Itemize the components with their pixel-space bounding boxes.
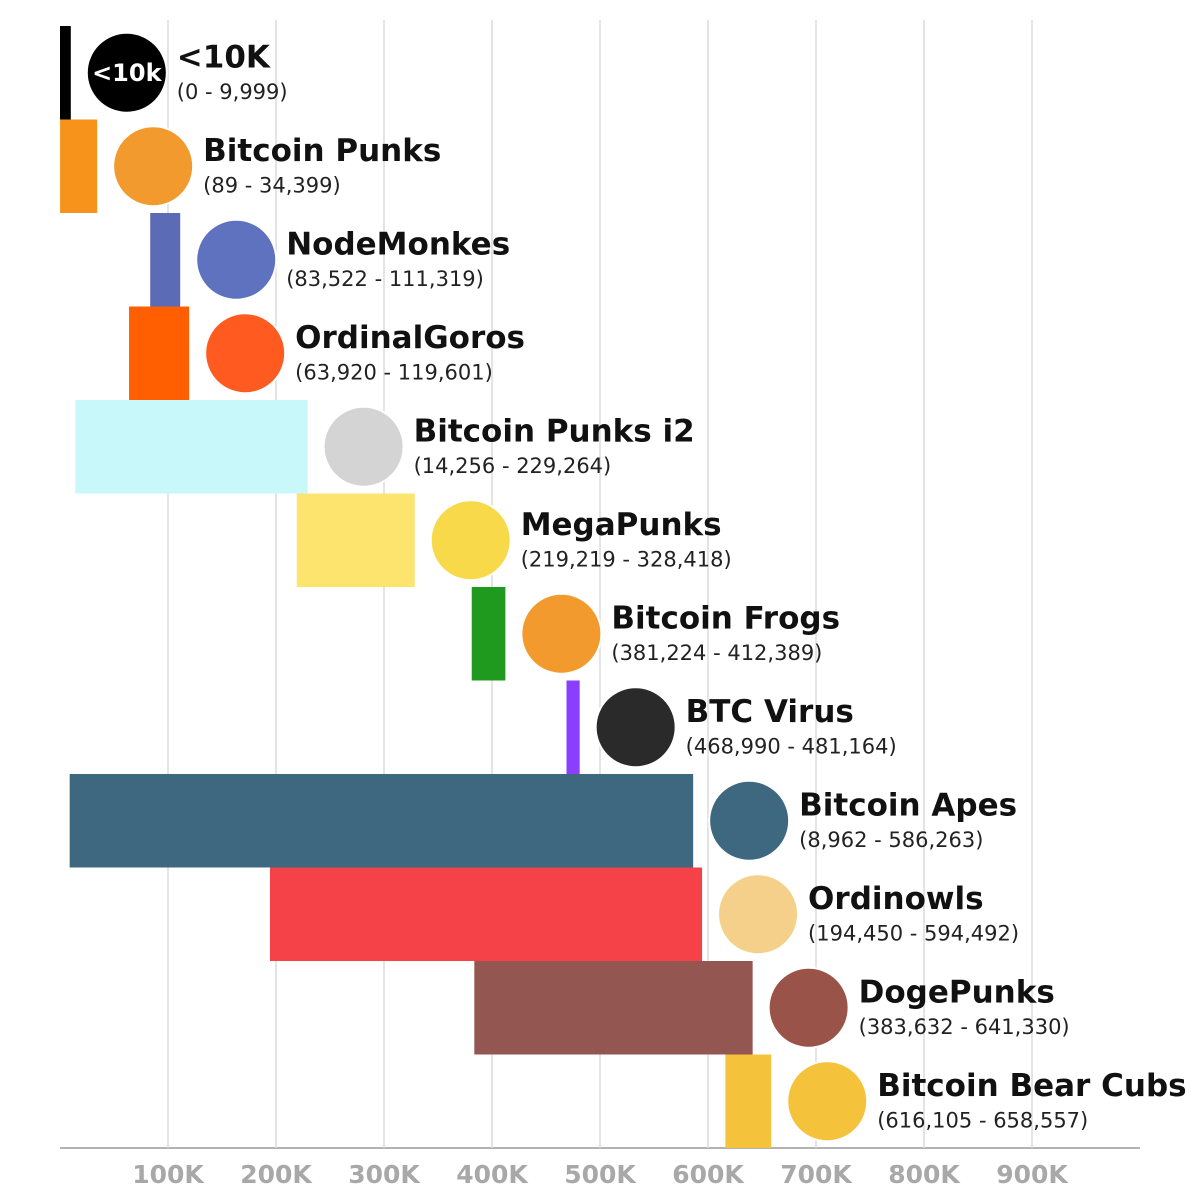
avatar [708, 779, 791, 862]
bar [566, 680, 580, 774]
range-label: (89 - 34,399) [203, 173, 341, 197]
category-label: BTC Virus [686, 694, 854, 730]
category-label: Bitcoin Punks i2 [414, 413, 695, 449]
avatar [594, 686, 677, 769]
avatar [322, 405, 405, 488]
x-tick-label: 500K [564, 1160, 637, 1189]
category-label: NodeMonkes [286, 226, 510, 262]
x-tick-label: 100K [132, 1160, 205, 1189]
avatar [767, 966, 850, 1049]
bar [129, 306, 190, 400]
category-label: OrdinalGoros [295, 320, 525, 356]
category-label: MegaPunks [521, 507, 722, 543]
bar [725, 1054, 772, 1148]
range-label: (63,920 - 119,601) [295, 360, 493, 384]
avatar [195, 218, 278, 301]
x-tick-label: 400K [456, 1160, 529, 1189]
range-label: (616,105 - 658,557) [877, 1108, 1088, 1132]
category-label: Bitcoin Bear Cubs [877, 1068, 1186, 1104]
x-tick-label: 800K [888, 1160, 961, 1189]
bar [296, 493, 415, 587]
avatar-badge: <10k [92, 59, 163, 87]
x-tick-label: 900K [996, 1160, 1069, 1189]
x-tick-label: 200K [240, 1160, 313, 1189]
range-label: (381,224 - 412,389) [611, 641, 822, 665]
avatar [112, 125, 195, 208]
range-label: (8,962 - 586,263) [799, 828, 983, 852]
category-label: Bitcoin Punks [203, 133, 441, 169]
category-label: Bitcoin Apes [799, 787, 1017, 823]
range-label: (219,219 - 328,418) [521, 547, 732, 571]
category-label: Ordinowls [808, 881, 984, 917]
range-label: (14,256 - 229,264) [414, 454, 612, 478]
avatar [85, 31, 168, 114]
bar [270, 867, 703, 961]
range-label: (383,632 - 641,330) [859, 1015, 1070, 1039]
bar [474, 961, 753, 1055]
range-label: (83,522 - 111,319) [286, 267, 484, 291]
bar [60, 119, 98, 213]
bar [471, 587, 506, 681]
bar [60, 26, 71, 120]
range-label: (0 - 9,999) [177, 80, 288, 104]
x-tick-label: 700K [780, 1160, 853, 1189]
category-label: <10K [177, 39, 271, 75]
range-label: (468,990 - 481,164) [686, 734, 897, 758]
range-label: (194,450 - 594,492) [808, 921, 1019, 945]
avatar [429, 499, 512, 582]
grid [167, 20, 1033, 1148]
category-label: Bitcoin Frogs [611, 600, 840, 636]
bar [75, 400, 308, 494]
x-tick-label: 300K [348, 1160, 421, 1189]
bar [150, 213, 181, 307]
category-label: DogePunks [859, 974, 1055, 1010]
x-tick-label: 600K [672, 1160, 745, 1189]
avatar [204, 312, 287, 395]
avatar [717, 873, 800, 956]
avatar [520, 592, 603, 675]
avatar [786, 1060, 869, 1143]
bar [69, 774, 694, 868]
